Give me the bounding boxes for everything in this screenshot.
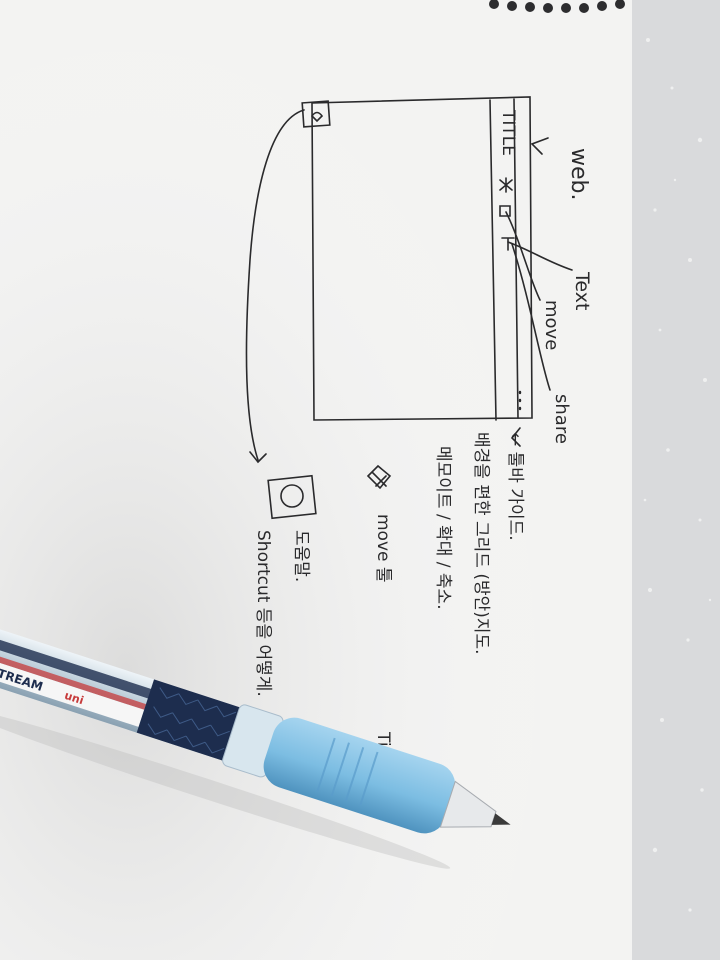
frame-outline <box>311 96 533 421</box>
note-help: 도움말. <box>291 530 311 582</box>
spiral-binding <box>489 0 625 13</box>
note-move-tool: move 툴 <box>373 514 393 583</box>
page-shadow <box>0 0 632 960</box>
pen-barrel-ridges <box>316 737 379 806</box>
callout-text <box>507 241 573 271</box>
help-icon-circle <box>280 484 304 508</box>
toolbar-guide-arrow <box>510 427 521 447</box>
note-zoom: 메모이트 / 확대 / 축소. <box>433 446 453 610</box>
link-arrowhead <box>249 451 267 464</box>
wireframe-sketch <box>245 96 573 520</box>
move-icon-mark <box>499 205 511 217</box>
corner-icon-heart <box>310 111 324 123</box>
text-icon-mark <box>501 237 515 251</box>
note-grid-background: 배경을 편한 그리드 (방안)지도. <box>471 432 491 655</box>
link-curve <box>245 109 305 461</box>
web-label: web. <box>566 148 591 201</box>
callout-move <box>505 211 541 301</box>
pen-refill-band-red <box>0 642 147 710</box>
move-callout-label: move <box>541 300 562 350</box>
countertop-speckles <box>643 38 712 912</box>
note-toolbar-guide: ← 툴바 가이드. <box>505 432 525 541</box>
corner-icon-box <box>301 100 331 128</box>
pen-grip-pattern <box>147 687 237 754</box>
pen-maker: uni <box>63 689 86 707</box>
frame-title-label: TITLE <box>498 109 518 156</box>
toolbar-line-1 <box>489 99 497 421</box>
callout-share <box>511 243 551 391</box>
text-callout-label: Text <box>571 271 593 310</box>
move-tool-glyph <box>366 464 392 490</box>
note-shortcut: Shortcut 등을 어떻게. <box>253 530 273 697</box>
web-arrow <box>530 137 549 155</box>
ballpoint-pen: JETSTREAM uni <box>0 619 511 869</box>
star-mark <box>499 177 513 193</box>
pen-cone <box>439 780 497 828</box>
pen-barrel <box>263 717 456 834</box>
share-callout-label: share <box>551 394 572 444</box>
help-icon-box <box>267 474 317 520</box>
pen-shadow <box>0 706 451 869</box>
pen-label <box>0 648 145 727</box>
pen-tip <box>491 813 511 825</box>
